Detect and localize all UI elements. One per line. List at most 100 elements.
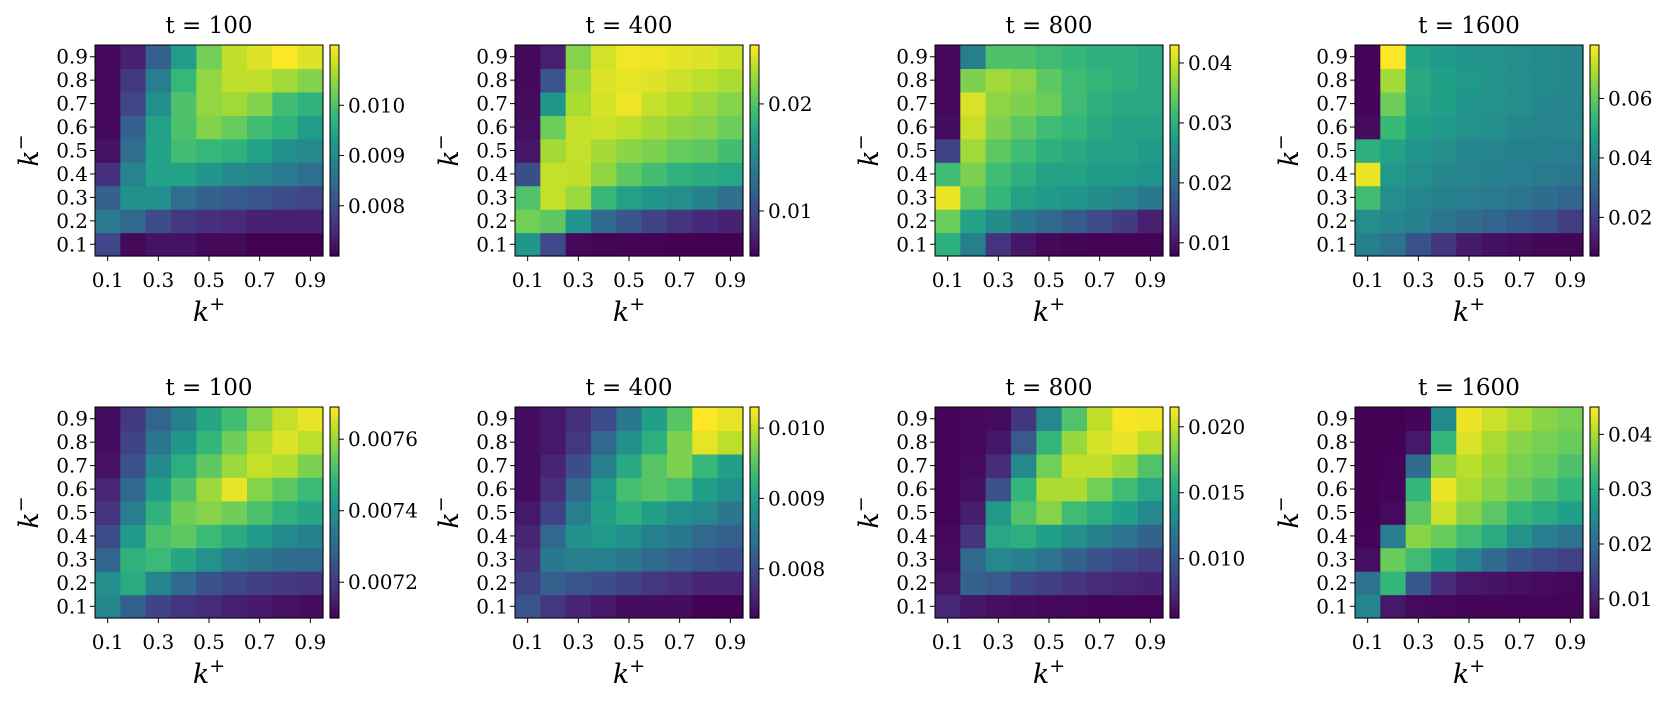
colorbar-segment bbox=[1590, 66, 1599, 71]
heatmap-cell bbox=[616, 209, 643, 234]
heatmap-cell bbox=[717, 500, 744, 525]
heatmap-cell bbox=[221, 91, 248, 116]
heatmap-cell bbox=[1532, 91, 1559, 116]
colorbar-segment bbox=[330, 171, 339, 176]
heatmap-cell bbox=[1355, 138, 1381, 163]
colorbar-segment bbox=[330, 501, 339, 507]
heatmap-cell bbox=[1481, 138, 1508, 163]
colorbar-segment bbox=[1170, 561, 1179, 566]
colorbar-segment bbox=[1170, 206, 1179, 211]
heatmap-cell bbox=[1137, 407, 1164, 432]
heatmap-cell bbox=[717, 547, 744, 572]
heatmap-cell bbox=[1036, 138, 1063, 163]
heatmap-cell bbox=[1355, 115, 1381, 140]
heatmap-cell bbox=[1355, 547, 1381, 572]
colorbar-segment bbox=[1590, 551, 1599, 556]
colorbar-segment bbox=[1170, 154, 1179, 159]
colorbar-segment bbox=[750, 533, 759, 538]
colorbar-frame bbox=[749, 406, 760, 619]
colorbar-segment bbox=[1170, 125, 1179, 130]
colorbar-segment bbox=[330, 87, 339, 92]
x-tick-label: 0.7 bbox=[244, 630, 276, 654]
colorbar-segment bbox=[1590, 477, 1599, 482]
heatmap-cell bbox=[935, 500, 961, 525]
heatmap-cell bbox=[935, 407, 961, 432]
y-tick-label: 0.5 bbox=[56, 501, 88, 525]
heatmap-cell bbox=[1036, 209, 1063, 234]
heatmap-cell bbox=[1532, 547, 1559, 572]
heatmap-cell bbox=[515, 407, 541, 432]
colorbar-segment bbox=[1170, 48, 1179, 53]
heatmap-cell bbox=[1507, 477, 1533, 502]
y-tick-label: 0.2 bbox=[1316, 209, 1348, 233]
heatmap-cell bbox=[1011, 571, 1037, 596]
heatmap-cell bbox=[1011, 45, 1037, 70]
colorbar-tick-label: 0.02 bbox=[1188, 171, 1233, 195]
colorbar-segment bbox=[750, 143, 759, 148]
colorbar-segment bbox=[750, 551, 759, 556]
colorbar-segment bbox=[1170, 519, 1179, 524]
heatmap-cell bbox=[1011, 232, 1037, 257]
heatmap-cell bbox=[1036, 524, 1063, 549]
heatmap-cell bbox=[1380, 477, 1407, 502]
heatmap-cell bbox=[297, 453, 324, 478]
colorbar-segment bbox=[1590, 603, 1599, 609]
colorbar-frame bbox=[329, 406, 340, 619]
colorbar-segment bbox=[1590, 220, 1599, 225]
colorbar-segment bbox=[1590, 62, 1599, 67]
colorbar-segment bbox=[1590, 203, 1599, 208]
heatmap-cell bbox=[641, 477, 668, 502]
x-tick-label: 0.1 bbox=[92, 630, 124, 654]
x-tick-label: 0.9 bbox=[294, 630, 326, 654]
colorbar-segment bbox=[330, 551, 339, 556]
heatmap-cell bbox=[1087, 138, 1113, 163]
heatmap-cell bbox=[95, 162, 121, 187]
colorbar-segment bbox=[1170, 108, 1179, 113]
heatmap-cell bbox=[247, 524, 273, 549]
heatmap-cell bbox=[692, 524, 719, 549]
colorbar-segment bbox=[1590, 421, 1599, 426]
colorbar-segment bbox=[1590, 516, 1599, 521]
heatmap-cell bbox=[591, 453, 617, 478]
colorbar-segment bbox=[1170, 589, 1179, 594]
heatmap-cell bbox=[540, 430, 567, 455]
heatmap-cell bbox=[1137, 547, 1164, 572]
colorbar-segment bbox=[330, 544, 339, 549]
colorbar-segment bbox=[750, 445, 759, 450]
heatmap-cell bbox=[985, 477, 1012, 502]
colorbar-segment bbox=[750, 146, 759, 152]
heatmap-cell bbox=[1036, 430, 1063, 455]
colorbar-segment bbox=[1170, 227, 1179, 232]
heatmap-cell bbox=[1405, 571, 1432, 596]
colorbar-tick-label: 0.010 bbox=[768, 416, 825, 440]
heatmap-cell bbox=[1380, 453, 1407, 478]
heatmap-cell bbox=[1507, 115, 1533, 140]
heatmap-cell bbox=[221, 185, 248, 210]
colorbar-segment bbox=[1170, 150, 1179, 155]
y-tick-label: 0.5 bbox=[896, 139, 928, 163]
heatmap-cell bbox=[1456, 407, 1483, 432]
heatmap-cell bbox=[591, 524, 617, 549]
heatmap-cell bbox=[515, 430, 541, 455]
heatmap-cell bbox=[641, 594, 668, 619]
colorbar-segment bbox=[750, 565, 759, 570]
y-axis-label: k− bbox=[430, 496, 465, 528]
heatmap-cell bbox=[95, 209, 121, 234]
y-tick-label: 0.5 bbox=[1316, 139, 1348, 163]
heatmap-cell bbox=[1481, 430, 1508, 455]
colorbar-segment bbox=[1590, 607, 1599, 612]
heatmap-cell bbox=[1456, 477, 1483, 502]
heatmap-cell bbox=[95, 185, 121, 210]
heatmap-cell bbox=[1036, 547, 1063, 572]
colorbar-segment bbox=[1170, 554, 1179, 559]
heatmap-cell bbox=[667, 209, 693, 234]
heatmap-cell bbox=[247, 547, 273, 572]
heatmap-cell bbox=[297, 571, 324, 596]
heatmap-cell bbox=[667, 407, 693, 432]
colorbar-segment bbox=[330, 80, 339, 85]
colorbar-segment bbox=[750, 125, 759, 130]
heatmap-cell bbox=[1036, 500, 1063, 525]
heatmap-cell bbox=[1532, 138, 1559, 163]
